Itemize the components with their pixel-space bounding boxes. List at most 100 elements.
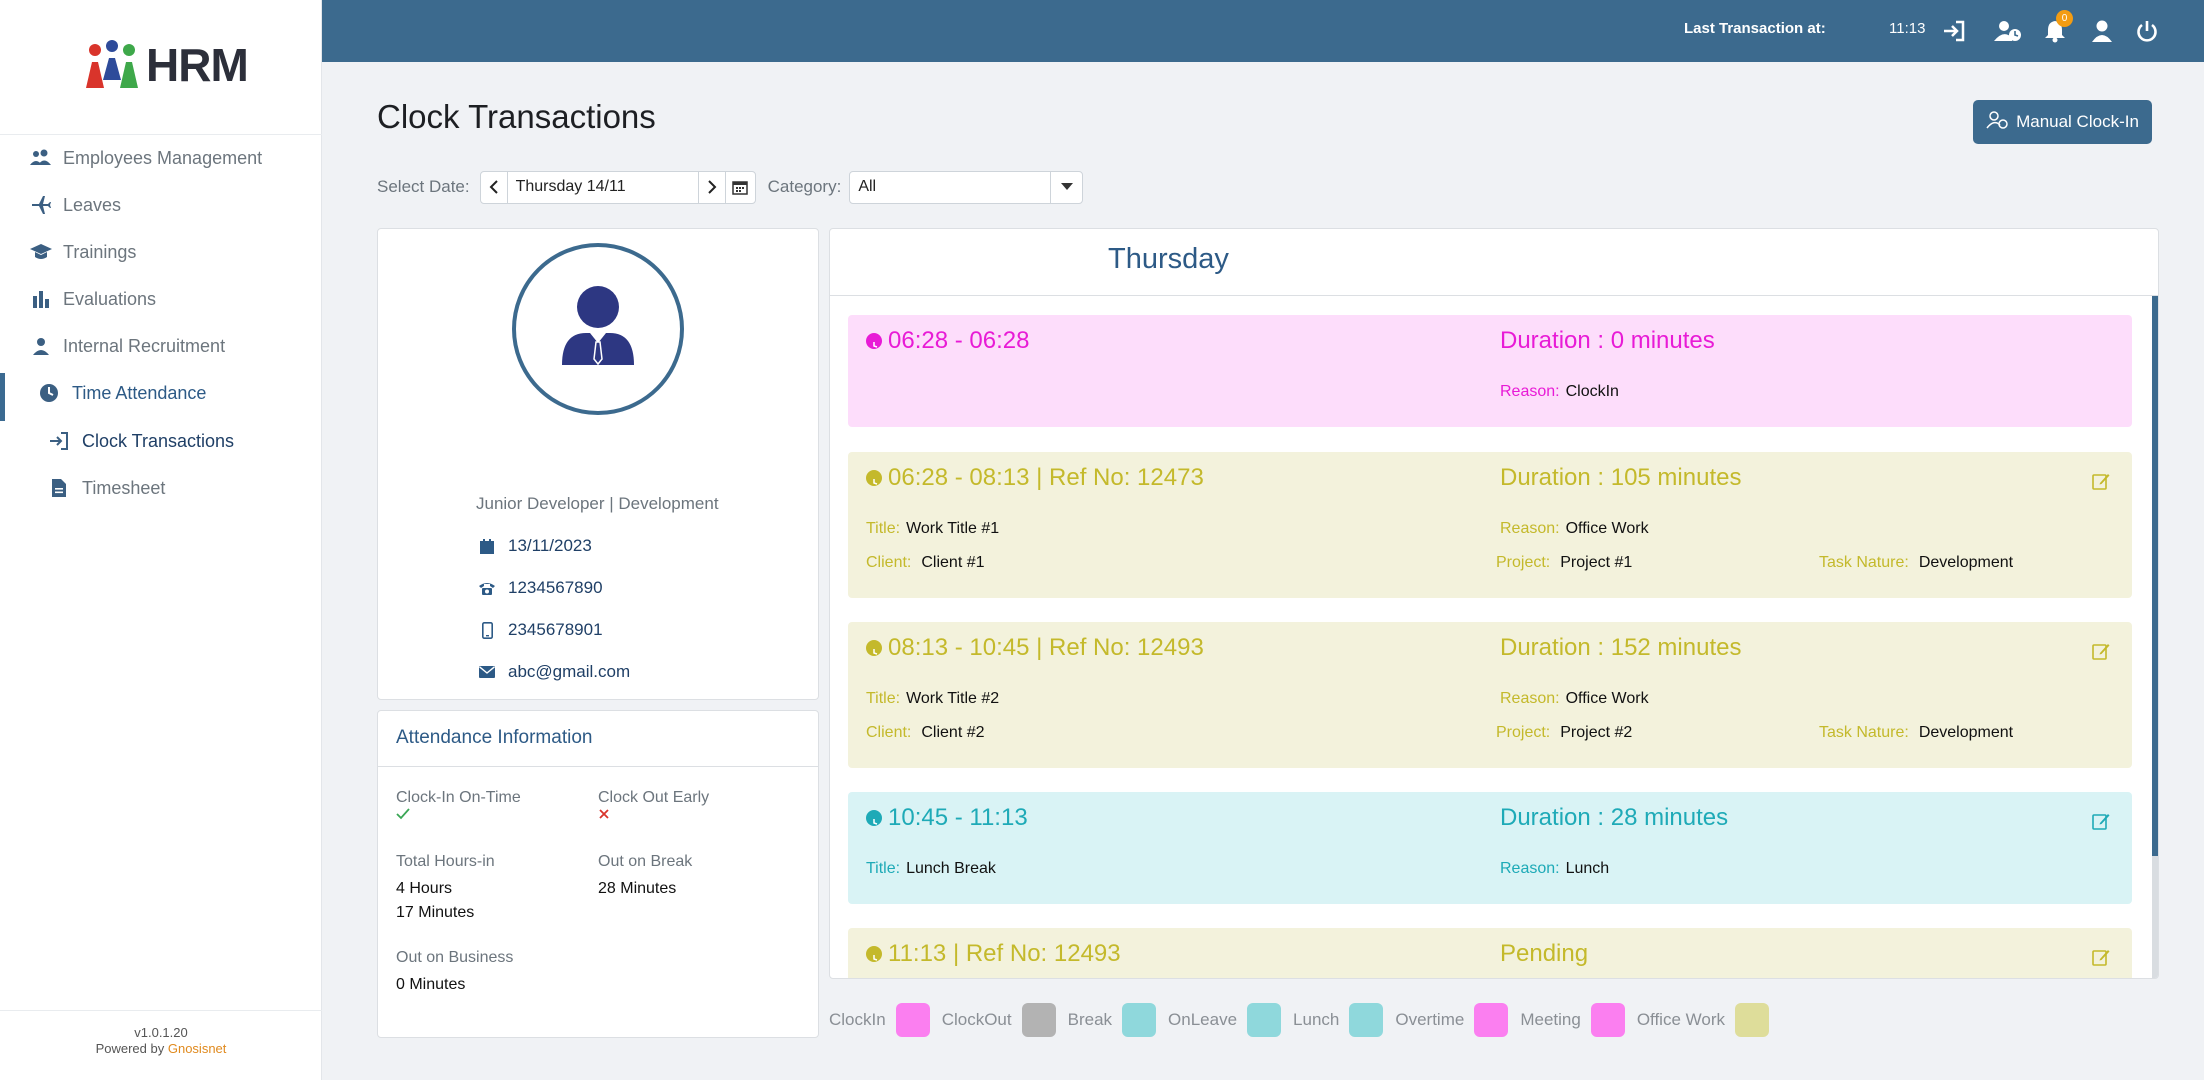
sidebar-item-internal-recruitment[interactable]: Internal Recruitment [0,326,322,366]
legend-label: OnLeave [1168,1010,1238,1029]
sidebar-item-label: Leaves [63,194,122,215]
transaction-card-pending[interactable]: 11:13 | Ref No: 12493 Pending [848,928,2132,978]
power-icon[interactable] [2132,16,2162,46]
transaction-card-clockin[interactable]: 06:28 - 06:28 Duration : 0 minutes Reaso… [848,315,2132,427]
filters-bar: Select Date: Thursday 14/11 Category: Al… [377,170,1084,204]
date-input[interactable]: Thursday 14/11 [506,171,699,203]
user-clock-icon [1986,110,2008,134]
transaction-reason: Reason: Lunch [1500,860,1609,878]
transaction-card-office-work[interactable]: 06:28 - 08:13 | Ref No: 12473 Duration :… [848,452,2132,598]
reason-value: Office Work [1565,520,1649,537]
out-on-business: Out on Business 0 Minutes [396,949,513,997]
legend-label: Break [1067,1010,1113,1029]
transaction-title: Title: Lunch Break [866,860,996,878]
reason-label: Reason: [1500,690,1560,707]
next-date-button[interactable] [699,172,725,203]
file-icon [48,477,70,499]
sidebar-item-employees-management[interactable]: Employees Management [0,138,322,178]
client-label: Client: [866,554,912,571]
chevron-down-icon[interactable] [1050,171,1082,203]
transaction-card-office-work[interactable]: 08:13 - 10:45 | Ref No: 12493 Duration :… [848,622,2132,768]
attendance-card: Attendance Information Clock-In On-Time … [377,710,819,1038]
transaction-client: Client: Client #1 [866,554,985,572]
clock-icon [866,810,882,826]
legend-label: ClockIn [829,1010,886,1029]
total-hours-hours: 4 Hours [396,880,453,897]
sidebar-item-leaves[interactable]: Leaves [0,185,322,225]
timeline-scrollbar[interactable] [2152,296,2158,978]
legend-swatch [1122,1003,1157,1037]
sidebar-item-label: Employees Management [63,147,263,168]
sidebar-item-timesheet[interactable]: Timesheet [0,468,322,508]
notification-badge: 0 [2056,10,2073,27]
logo-people-icon [84,40,140,90]
edit-icon[interactable] [2092,642,2110,660]
sidebar-item-time-attendance[interactable]: Time Attendance [0,373,322,421]
category-select[interactable]: All [849,170,1084,204]
user-tie-icon [562,286,634,366]
category-label: Category: [767,177,842,196]
legend-swatch [1021,1003,1056,1037]
calendar-icon[interactable] [724,171,755,203]
profile-email[interactable]: abc@gmail.com [508,662,631,681]
transaction-duration: Duration : 0 minutes [1500,327,1715,354]
client-label: Client: [866,724,912,741]
reason-value: Lunch [1565,860,1610,877]
scrollbar-thumb[interactable] [2152,296,2158,856]
legend-swatch [1247,1003,1282,1037]
transaction-time-text: 08:13 - 10:45 | Ref No: 12493 [888,634,1204,661]
edit-icon[interactable] [2092,948,2110,966]
profile-mobile-row: 2345678901 [476,620,603,640]
profile-date-row: 13/11/2023 [476,536,592,556]
transaction-duration: Duration : 152 minutes [1500,634,1742,661]
manual-clock-in-button[interactable]: Manual Clock-In [1973,100,2152,144]
bell-icon[interactable]: 0 [2040,10,2073,46]
transaction-reason: Reason: ClockIn [1500,383,1619,401]
out-on-business-label: Out on Business [396,949,514,966]
legend-label: ClockOut [941,1010,1012,1029]
powered-by-brand[interactable]: Gnosisnet [167,1041,227,1056]
transaction-time-text: 11:13 | Ref No: 12493 [888,940,1121,967]
clock-out-early: Clock Out Early [598,789,709,825]
transaction-card-lunch[interactable]: 10:45 - 11:13 Duration : 28 minutes Titl… [848,792,2132,904]
transaction-reason: Reason: Office Work [1500,520,1649,538]
transaction-title: Title: Work Title #2 [866,690,999,708]
edit-icon[interactable] [2092,812,2110,830]
profile-phone-row: 1234567890 [476,578,603,598]
out-on-break: Out on Break 28 Minutes [598,853,692,901]
sidebar-item-evaluations[interactable]: Evaluations [0,279,322,319]
project-value: Project #1 [1560,554,1633,571]
calendar-icon [476,538,498,554]
transaction-time-text: 10:45 - 11:13 [888,804,1028,831]
date-label: Select Date: [377,177,470,196]
profile-job: Junior Developer | Development [476,494,719,513]
logo[interactable]: HRM [84,38,249,92]
date-picker: Thursday 14/11 [479,170,756,204]
reason-label: Reason: [1500,520,1560,537]
title-value: Work Title #1 [906,520,1000,537]
legend-label: Office Work [1636,1010,1725,1029]
sidebar-item-trainings[interactable]: Trainings [0,232,322,272]
client-value: Client #2 [921,724,985,741]
prev-date-button[interactable] [481,172,507,203]
user-icon[interactable] [2087,16,2117,46]
project-label: Project: [1496,724,1551,741]
mobile-icon [476,621,498,639]
sign-in-icon [48,430,70,452]
sign-in-icon[interactable] [1939,16,1969,46]
reason-label: Reason: [1500,383,1560,400]
sidebar-item-clock-transactions[interactable]: Clock Transactions [0,421,322,461]
transaction-time: 06:28 - 08:13 | Ref No: 12473 [866,464,1204,492]
sidebar-item-label: Trainings [63,241,137,262]
total-hours-value: 4 Hours 17 Minutes [396,877,495,925]
cross-icon [598,807,709,825]
sidebar-item-label: Time Attendance [72,382,207,403]
profile-card: Junior Developer | Development 13/11/202… [377,228,819,700]
title-value: Work Title #2 [906,690,1000,707]
user-clock-icon[interactable] [1993,16,2023,46]
transaction-project: Project: Project #2 [1496,724,1632,742]
project-label: Project: [1496,554,1551,571]
avatar [512,243,684,415]
phone-icon [476,581,498,595]
edit-icon[interactable] [2092,472,2110,490]
